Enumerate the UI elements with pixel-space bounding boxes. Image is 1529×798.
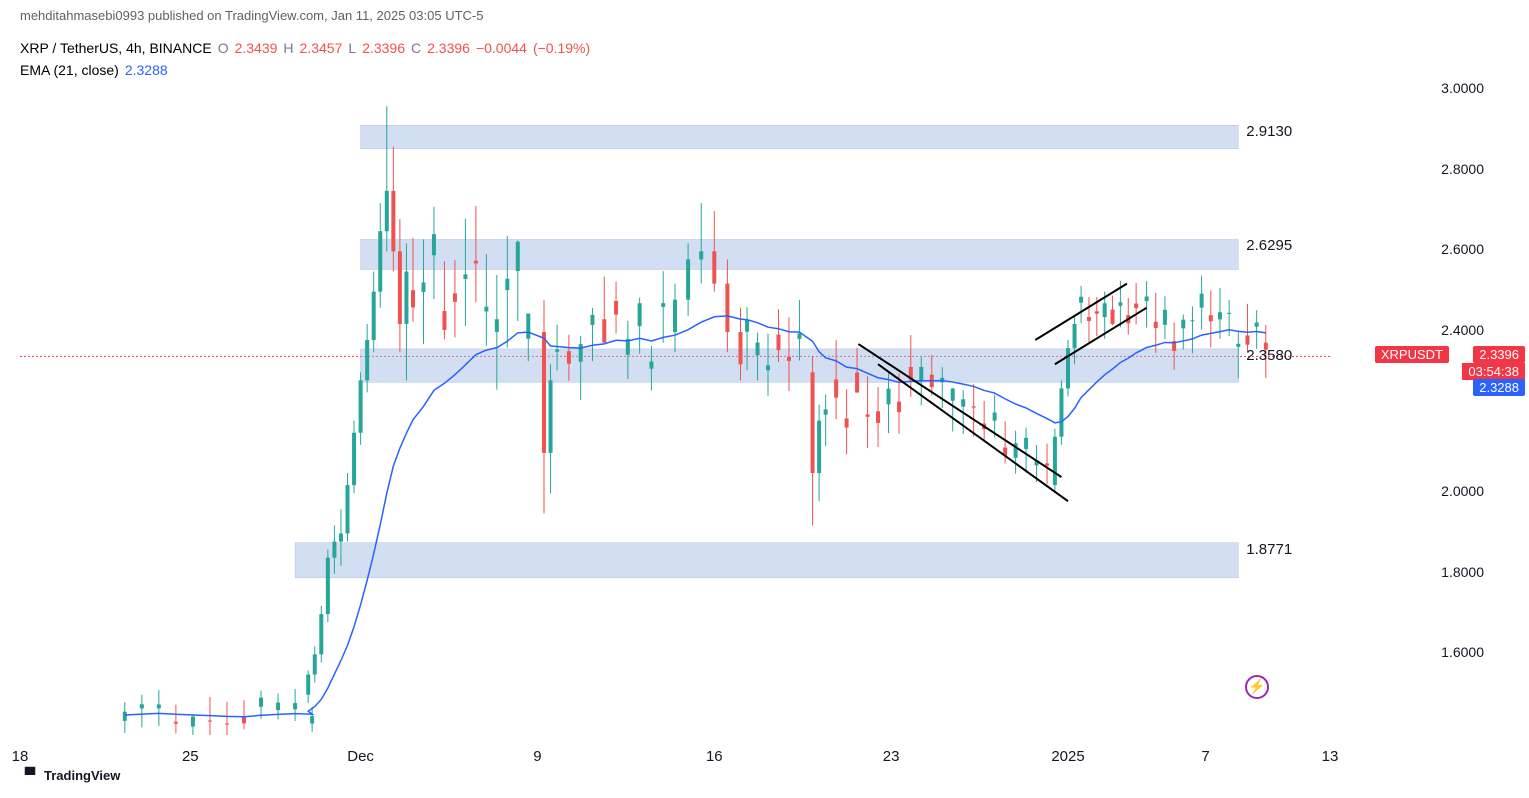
publish-header: mehditahmasebi0993 published on TradingV…: [20, 8, 483, 23]
lightning-icon[interactable]: ⚡: [1245, 675, 1269, 699]
y-tick: 2.0000: [1441, 483, 1484, 499]
tradingview-logo: ▝▘ TradingView: [20, 767, 120, 783]
y-tick: 2.6000: [1441, 241, 1484, 257]
x-tick: 2025: [1051, 748, 1084, 765]
x-tick: 23: [883, 748, 900, 765]
current-price-tag: 2.3396: [1473, 346, 1525, 363]
x-tick: 7: [1201, 748, 1209, 765]
x-tick: Dec: [347, 748, 374, 765]
zone-price-label: 1.8771: [1246, 541, 1292, 558]
chart-area[interactable]: [20, 70, 1330, 735]
x-tick: 25: [182, 748, 199, 765]
zone-price-label: 2.3580: [1246, 347, 1292, 364]
countdown-tag: 03:54:38: [1462, 363, 1525, 380]
x-tick: 13: [1322, 748, 1339, 765]
change-abs: −0.0044: [476, 40, 527, 56]
ohlc-l-label: L: [348, 40, 356, 56]
y-tick: 3.0000: [1441, 80, 1484, 96]
zone-price-label: 2.6295: [1246, 237, 1292, 254]
x-tick: 18: [12, 748, 29, 765]
ohlc-o-label: O: [218, 40, 229, 56]
zone-price-label: 2.9130: [1246, 123, 1292, 140]
symbol-info-row: XRP / TetherUS, 4h, BINANCE O 2.3439 H 2…: [20, 40, 590, 56]
logo-text: TradingView: [44, 768, 120, 783]
change-pct: (−0.19%): [533, 40, 590, 56]
symbol-price-tag: XRPUSDT: [1375, 346, 1449, 363]
ohlc-o-value: 2.3439: [235, 40, 278, 56]
ohlc-h-value: 2.3457: [300, 40, 343, 56]
ohlc-h-label: H: [283, 40, 293, 56]
y-tick: 2.8000: [1441, 161, 1484, 177]
logo-icon: ▝▘: [20, 767, 40, 783]
y-tick: 1.6000: [1441, 644, 1484, 660]
y-tick: 1.8000: [1441, 564, 1484, 580]
symbol-name: XRP / TetherUS, 4h, BINANCE: [20, 40, 212, 56]
x-tick: 9: [533, 748, 541, 765]
ohlc-l-value: 2.3396: [362, 40, 405, 56]
x-tick: 16: [706, 748, 723, 765]
ohlc-c-value: 2.3396: [427, 40, 470, 56]
ema-price-tag: 2.3288: [1473, 379, 1525, 396]
y-tick: 2.4000: [1441, 322, 1484, 338]
ohlc-c-label: C: [411, 40, 421, 56]
